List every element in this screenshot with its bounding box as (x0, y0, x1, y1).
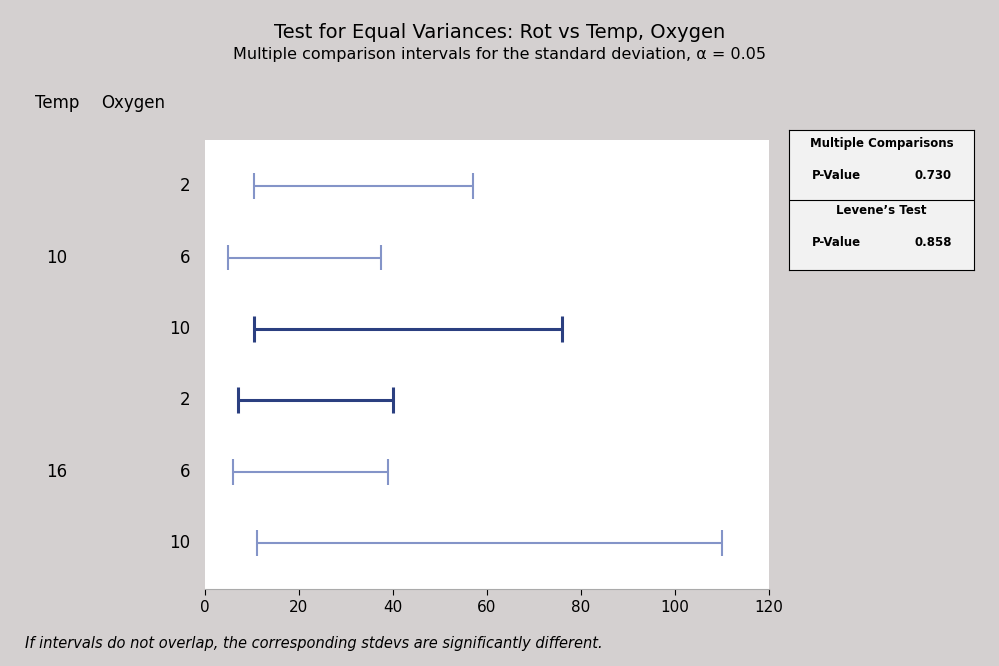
Text: P-Value: P-Value (811, 236, 860, 249)
Text: 10: 10 (170, 320, 191, 338)
Text: Multiple Comparisons: Multiple Comparisons (810, 137, 953, 150)
Text: 10: 10 (170, 534, 191, 552)
Text: 6: 6 (180, 248, 191, 266)
Text: Multiple comparison intervals for the standard deviation, α = 0.05: Multiple comparison intervals for the st… (233, 47, 766, 62)
Text: Oxygen: Oxygen (101, 94, 165, 113)
Text: 2: 2 (180, 177, 191, 195)
Text: 16: 16 (46, 463, 68, 481)
Text: If intervals do not overlap, the corresponding stdevs are significantly differen: If intervals do not overlap, the corresp… (25, 636, 602, 651)
Text: 0.858: 0.858 (914, 236, 952, 249)
Text: Levene’s Test: Levene’s Test (836, 204, 927, 217)
Text: P-Value: P-Value (811, 169, 860, 182)
Text: 10: 10 (46, 248, 68, 266)
Text: 2: 2 (180, 392, 191, 410)
Text: Test for Equal Variances: Rot vs Temp, Oxygen: Test for Equal Variances: Rot vs Temp, O… (274, 23, 725, 43)
Text: Temp: Temp (35, 94, 79, 113)
Text: 6: 6 (180, 463, 191, 481)
Text: 0.730: 0.730 (915, 169, 952, 182)
